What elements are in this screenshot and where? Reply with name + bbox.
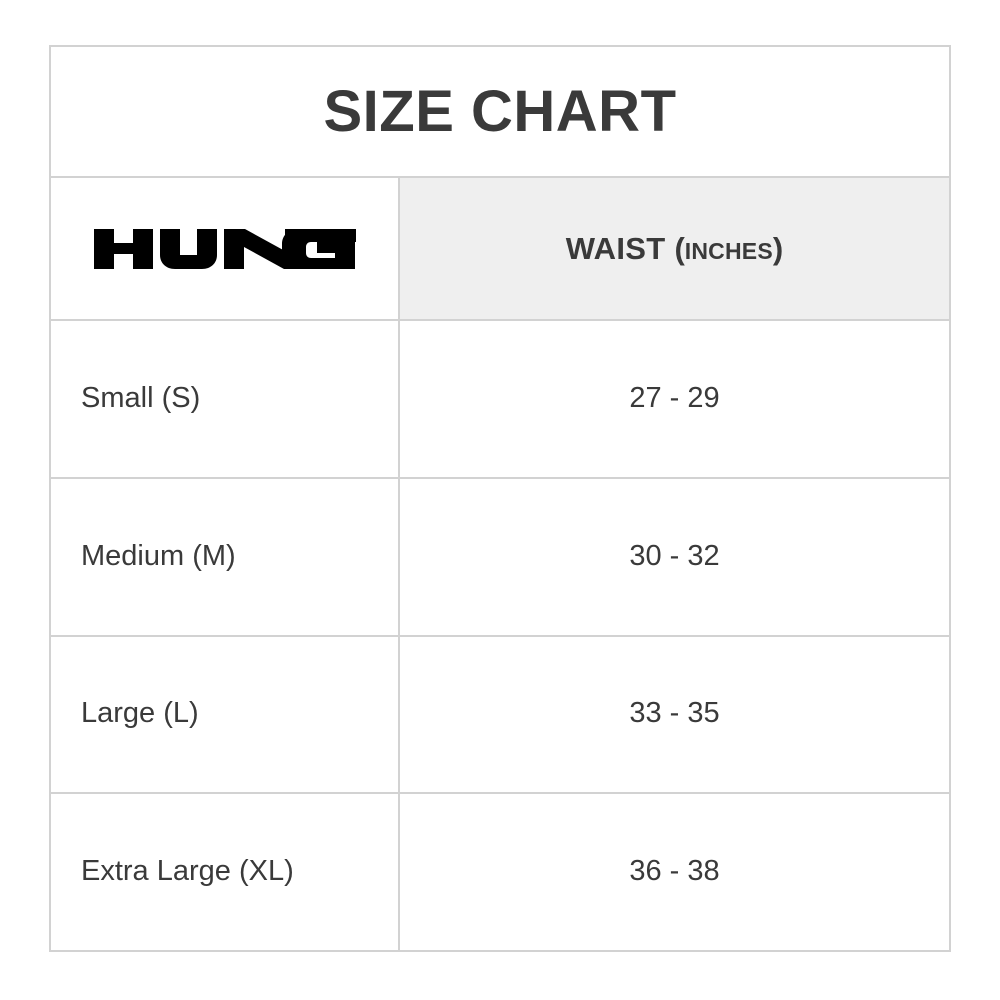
cell-size-name: Extra Large (XL) — [51, 794, 400, 950]
cell-waist-value: 30 - 32 — [400, 479, 949, 635]
size-label: Medium (M) — [81, 539, 236, 572]
table-row: Extra Large (XL) 36 - 38 — [51, 794, 949, 950]
table-title-row: SIZE CHART — [51, 47, 949, 178]
header-cell-brand: HUNG — [51, 178, 400, 319]
waist-header-main: WAIST — [565, 231, 666, 266]
size-chart-table: SIZE CHART HUNG — [49, 45, 951, 952]
size-label: Small (S) — [81, 381, 201, 414]
cell-size-name: Large (L) — [51, 636, 400, 793]
size-label: Large (L) — [81, 697, 199, 730]
waist-header-label: WAIST (INCHES) — [566, 233, 783, 264]
table-row: Medium (M) 30 - 32 — [51, 478, 949, 637]
header-cell-waist: WAIST (INCHES) — [400, 178, 949, 319]
cell-waist-value: 33 - 35 — [400, 637, 949, 793]
unit-word: INCHES — [684, 238, 773, 264]
waist-value: 30 - 32 — [629, 539, 720, 572]
table-row: Large (L) 33 - 35 — [51, 636, 949, 795]
hung-wordmark-logo — [93, 227, 356, 271]
cell-waist-value: 36 - 38 — [400, 794, 949, 950]
unit-close-paren: ) — [772, 231, 784, 266]
waist-header-unit: (INCHES) — [674, 233, 783, 264]
cell-size-name: Small (S) — [51, 321, 400, 477]
cell-size-name: Medium (M) — [51, 478, 400, 635]
waist-value: 33 - 35 — [629, 697, 720, 730]
table-row: Small (S) 27 - 29 — [51, 321, 949, 479]
unit-open-paren: ( — [674, 231, 685, 266]
cell-waist-value: 27 - 29 — [400, 321, 949, 477]
waist-value: 27 - 29 — [629, 381, 720, 414]
size-label: Extra Large (XL) — [81, 855, 294, 888]
page-title: SIZE CHART — [323, 78, 677, 144]
waist-value: 36 - 38 — [629, 855, 720, 888]
table-header-row: HUNG WAIST (INCHES) — [51, 178, 949, 321]
